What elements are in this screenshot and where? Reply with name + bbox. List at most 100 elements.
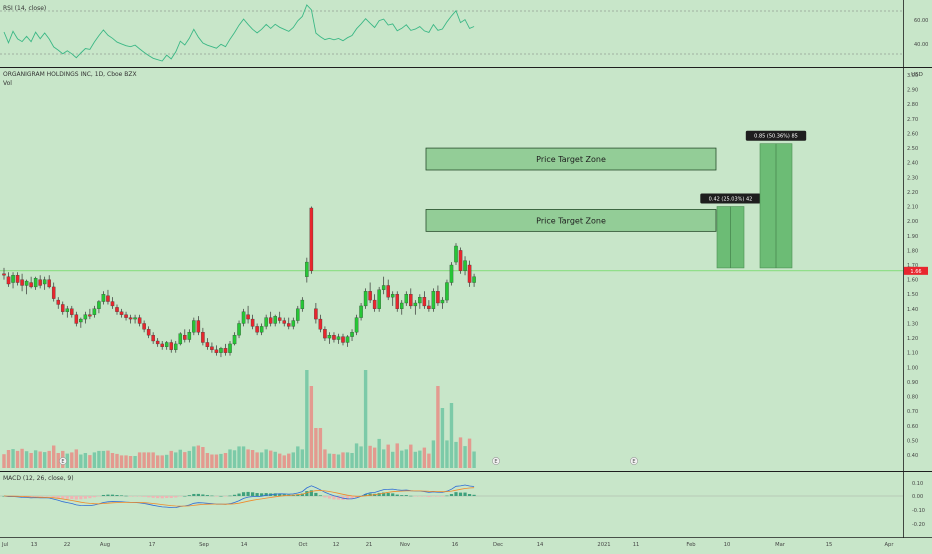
candle-bear [142, 323, 146, 330]
time-tick-label: 2021 [597, 542, 610, 548]
volume-bar [418, 450, 422, 468]
volume-bar [273, 451, 277, 468]
volume-bar [192, 446, 196, 468]
candle-bear [74, 314, 79, 324]
macd-histogram-bar [422, 496, 426, 497]
macd-histogram-bar [214, 496, 219, 497]
macd-histogram-bar [65, 496, 69, 499]
last-price-value: 1.66 [910, 269, 921, 275]
price-tick-label: 0.70 [907, 409, 918, 415]
volume-bar [400, 450, 404, 468]
macd-histogram-bar [472, 494, 476, 496]
candle-bear [29, 282, 33, 288]
volume-bar [52, 445, 56, 468]
candle-bull [174, 343, 178, 350]
price-tick-label: 0.50 [907, 438, 918, 444]
candle-bear [395, 294, 399, 309]
candle-bear [314, 308, 318, 320]
macd-histogram-bar [449, 494, 454, 496]
macd-histogram-bar [377, 493, 381, 496]
volume-bar [332, 453, 336, 468]
price-tick-label: 1.30 [907, 321, 918, 327]
macd-histogram-bar [106, 494, 110, 496]
candle-bear [201, 332, 205, 343]
macd-histogram-bar [133, 496, 137, 497]
volume-bar [205, 453, 210, 468]
volume-bar [472, 451, 476, 468]
macd-histogram-bar [382, 492, 386, 496]
volume-bar [165, 454, 169, 468]
volume-bar [146, 452, 151, 468]
price-tick-label: 1.40 [907, 307, 918, 313]
volume-bar [214, 454, 219, 468]
candle-bull [178, 333, 183, 345]
macd-histogram-bar [219, 495, 223, 497]
volume-bar [341, 452, 345, 468]
volume-bar [47, 450, 51, 468]
candle-bull [431, 291, 436, 309]
macd-histogram-bar [88, 496, 92, 499]
volume-bar [6, 450, 11, 468]
candle-bear [51, 286, 56, 299]
candle-bull [300, 299, 305, 309]
volume-bar [246, 449, 250, 468]
macd-histogram-bar [151, 496, 155, 498]
earnings-icon-letter: E [494, 459, 497, 465]
volume-bar [359, 446, 363, 468]
macd-histogram-bar [436, 496, 440, 497]
candle-bull [404, 294, 409, 304]
candle-bull [192, 320, 196, 333]
earnings-icon [492, 457, 500, 465]
macd-histogram-bar [128, 496, 133, 497]
macd-histogram-bar [115, 495, 119, 496]
macd-histogram-bar [368, 493, 372, 496]
volume-bar [422, 447, 427, 468]
candle-bear [15, 275, 20, 283]
time-tick-label: 10 [724, 542, 731, 548]
candle-bear [287, 323, 291, 327]
volume-bar [92, 452, 97, 468]
candle-bear [277, 317, 282, 321]
time-tick-label: Sep [199, 542, 209, 548]
candle-bear [250, 318, 255, 327]
candle-bull [133, 317, 137, 320]
candle-bear [210, 346, 214, 350]
volume-bar [404, 449, 408, 468]
macd-histogram-bar [142, 496, 146, 497]
candle-bear [61, 304, 65, 312]
candle-bear [115, 307, 119, 312]
macd-histogram-bar [210, 495, 214, 497]
candle-bear [124, 314, 128, 318]
macd-histogram-bar [278, 493, 282, 496]
macd-histogram-bar [241, 492, 246, 496]
candle-bull [232, 335, 237, 345]
price-target-zone-lower [425, 209, 717, 232]
volume-bar [377, 438, 381, 468]
volume-bar [318, 428, 323, 468]
candle-bear [160, 343, 164, 347]
macd-histogram-bar [445, 495, 449, 497]
rsi-tick-label: 40.00 [914, 42, 928, 48]
volume-bar [42, 452, 47, 468]
macd-histogram-bar [400, 495, 404, 496]
macd-histogram-bar [418, 496, 422, 497]
candle-bear [427, 305, 431, 309]
time-tick-label: 14 [241, 542, 248, 548]
volume-bar [11, 449, 15, 468]
candle-bear [146, 329, 151, 336]
volume-bar [142, 452, 146, 468]
macd-histogram-bar [174, 496, 178, 498]
price-tick-label: 0.60 [907, 424, 918, 430]
candle-bull [241, 311, 246, 324]
price-tick-label: 2.20 [907, 190, 918, 196]
candle-bull [79, 318, 83, 323]
earnings-icon-letter: E [632, 459, 635, 465]
time-tick-label: 14 [537, 542, 544, 548]
volume-bar [74, 449, 79, 468]
macd-tick-label: 0.10 [912, 481, 923, 487]
volume-bar [20, 448, 24, 468]
candle-bear [106, 295, 110, 302]
volume-bar [431, 440, 436, 468]
candle-bull [350, 332, 354, 337]
